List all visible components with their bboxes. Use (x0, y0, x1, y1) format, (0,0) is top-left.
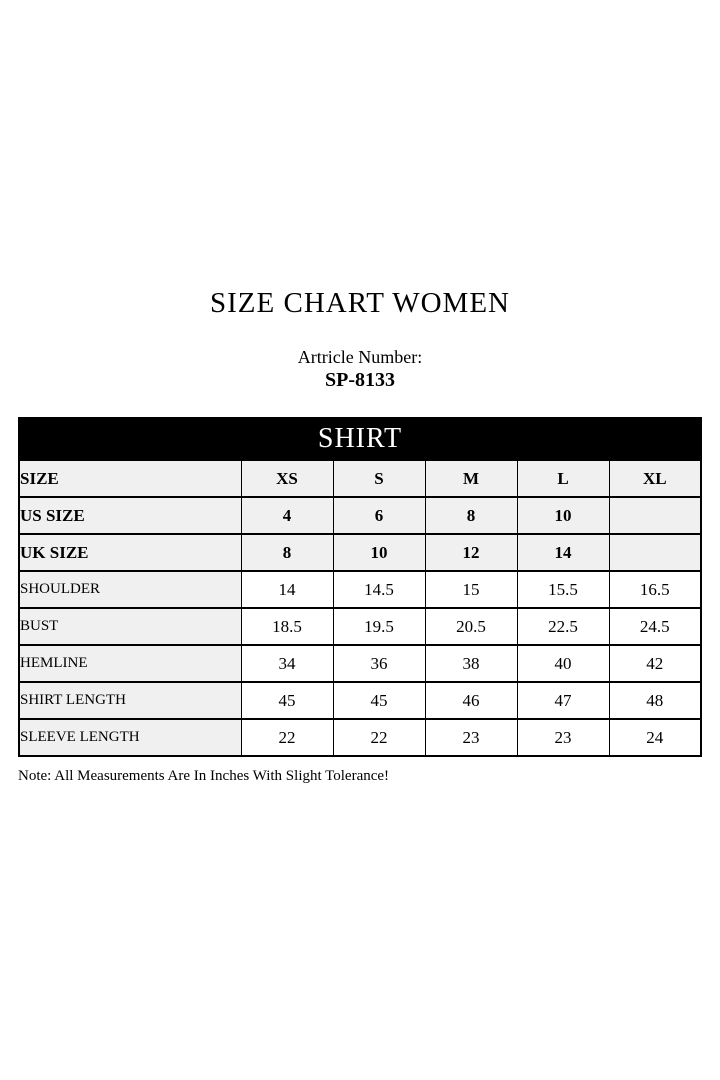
cell-value: 24 (608, 718, 702, 757)
table-row-shirt-length: SHIRT LENGTH 45 45 46 47 48 (18, 681, 702, 720)
cell-value: 46 (424, 681, 518, 720)
column-header-size: SIZE (18, 459, 242, 498)
cell-value: 18.5 (240, 607, 334, 646)
table-row-uk-size: UK SIZE 8 10 12 14 (18, 533, 702, 572)
cell-value: 22.5 (516, 607, 610, 646)
cell-value: 14 (240, 570, 334, 609)
row-label: SHIRT LENGTH (18, 681, 242, 720)
cell-value (608, 533, 702, 572)
table-title-row: SHIRT (18, 417, 702, 461)
column-header-l: L (516, 459, 610, 498)
row-label: BUST (18, 607, 242, 646)
cell-value: 24.5 (608, 607, 702, 646)
table-row-shoulder: SHOULDER 14 14.5 15 15.5 16.5 (18, 570, 702, 609)
cell-value (608, 496, 702, 535)
article-number-value: SP-8133 (325, 369, 395, 391)
row-label: HEMLINE (18, 644, 242, 683)
cell-value: 15.5 (516, 570, 610, 609)
column-header-xs: XS (240, 459, 334, 498)
column-header-m: M (424, 459, 518, 498)
cell-value: 38 (424, 644, 518, 683)
cell-value: 10 (332, 533, 426, 572)
cell-value: 22 (240, 718, 334, 757)
cell-value: 42 (608, 644, 702, 683)
cell-value: 45 (240, 681, 334, 720)
cell-value: 36 (332, 644, 426, 683)
row-label: SHOULDER (18, 570, 242, 609)
size-chart-table: SHIRT SIZE XS S M L XL US SIZE 4 6 8 10 … (18, 417, 702, 757)
table-title: SHIRT (18, 417, 702, 461)
table-row-us-size: US SIZE 4 6 8 10 (18, 496, 702, 535)
table-row-sleeve-length: SLEEVE LENGTH 22 22 23 23 24 (18, 718, 702, 757)
row-label: UK SIZE (18, 533, 242, 572)
table-header-row: SIZE XS S M L XL (18, 459, 702, 498)
cell-value: 6 (332, 496, 426, 535)
cell-value: 23 (516, 718, 610, 757)
cell-value: 22 (332, 718, 426, 757)
cell-value: 8 (424, 496, 518, 535)
table-row-hemline: HEMLINE 34 36 38 40 42 (18, 644, 702, 683)
measurement-note: Note: All Measurements Are In Inches Wit… (18, 768, 390, 784)
cell-value: 12 (424, 533, 518, 572)
column-header-xl: XL (608, 459, 702, 498)
cell-value: 40 (516, 644, 610, 683)
table-row-bust: BUST 18.5 19.5 20.5 22.5 24.5 (18, 607, 702, 646)
cell-value: 14 (516, 533, 610, 572)
cell-value: 10 (516, 496, 610, 535)
column-header-s: S (332, 459, 426, 498)
cell-value: 45 (332, 681, 426, 720)
page-title: SIZE CHART WOMEN (210, 287, 510, 319)
cell-value: 19.5 (332, 607, 426, 646)
cell-value: 15 (424, 570, 518, 609)
article-number-label: Artricle Number: (297, 347, 423, 367)
cell-value: 20.5 (424, 607, 518, 646)
cell-value: 16.5 (608, 570, 702, 609)
row-label: SLEEVE LENGTH (18, 718, 242, 757)
row-label: US SIZE (18, 496, 242, 535)
cell-value: 8 (240, 533, 334, 572)
cell-value: 47 (516, 681, 610, 720)
cell-value: 4 (240, 496, 334, 535)
cell-value: 14.5 (332, 570, 426, 609)
cell-value: 34 (240, 644, 334, 683)
cell-value: 48 (608, 681, 702, 720)
cell-value: 23 (424, 718, 518, 757)
